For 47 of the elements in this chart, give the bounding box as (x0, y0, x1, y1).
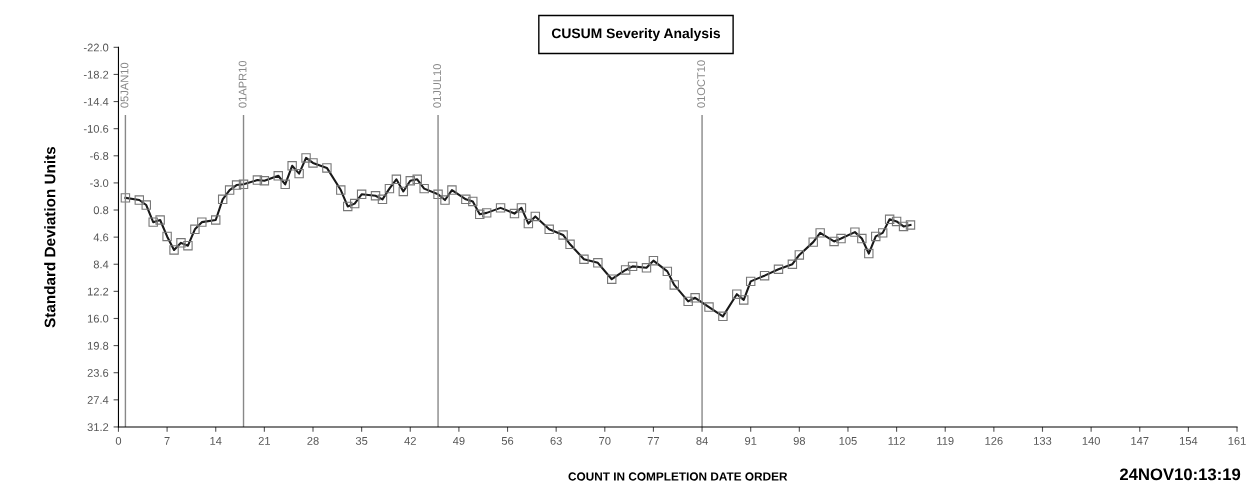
ref-line-label: 05JAN10 (120, 62, 129, 108)
y-tick-label: -22.0 (83, 43, 109, 52)
x-tick-label: 119 (937, 436, 954, 445)
x-tick-label: 0 (115, 436, 122, 445)
x-tick-label: 112 (888, 436, 905, 445)
y-tick-label: 4.6 (93, 233, 109, 242)
y-tick-label: 23.6 (87, 368, 109, 377)
x-tick-label: 56 (501, 436, 514, 445)
y-tick-label: -6.8 (90, 152, 109, 160)
chart-title: CUSUM Severity Analysis (551, 28, 721, 41)
x-tick-label: 161 (1228, 436, 1246, 445)
y-axis-title: Standard Deviation Units (44, 146, 56, 328)
y-tick-label: -10.6 (83, 124, 109, 133)
x-tick-label: 35 (355, 436, 368, 445)
x-tick-label: 63 (550, 436, 562, 445)
x-tick-label: 91 (745, 436, 757, 445)
y-tick-label: 0.8 (93, 206, 109, 215)
x-tick-label: 154 (1179, 437, 1198, 445)
text: 24NOV10:13:19 (1119, 468, 1241, 481)
x-tick-label: 21 (258, 436, 270, 445)
x-tick-label: 42 (404, 436, 416, 445)
x-tick-label: 77 (647, 437, 660, 445)
y-tick-label: -18.2 (83, 70, 109, 79)
x-tick-label: 140 (1082, 436, 1100, 445)
x-tick-label: 133 (1034, 436, 1052, 445)
y-tick-label: 27.4 (87, 396, 109, 404)
x-tick-label: 14 (210, 437, 222, 445)
x-tick-label: 126 (985, 436, 1003, 445)
y-tick-label: -14.4 (83, 97, 109, 106)
ref-line-label: 01OCT10 (697, 60, 706, 108)
x-tick-label: 147 (1131, 437, 1149, 445)
x-tick-label: 28 (307, 436, 319, 445)
x-tick-label: 7 (164, 437, 170, 445)
y-tick-label: -3.0 (90, 179, 109, 188)
ref-line-label: 01JUL10 (433, 64, 442, 108)
x-tick-label: 70 (599, 436, 611, 445)
y-tick-label: 8.4 (93, 260, 109, 269)
y-tick-label: 16.0 (87, 314, 109, 323)
y-tick-label: 31.2 (87, 423, 109, 432)
y-tick-label: 12.2 (87, 287, 109, 296)
y-tick-label: 19.8 (87, 341, 109, 350)
x-tick-label: 105 (839, 436, 857, 445)
x-axis-title: COUNT IN COMPLETION DATE ORDER (568, 472, 788, 481)
x-tick-label: 49 (452, 436, 465, 445)
x-tick-label: 98 (793, 436, 806, 445)
x-tick-label: 84 (696, 436, 708, 445)
ref-line-label: 01APR10 (238, 60, 247, 108)
